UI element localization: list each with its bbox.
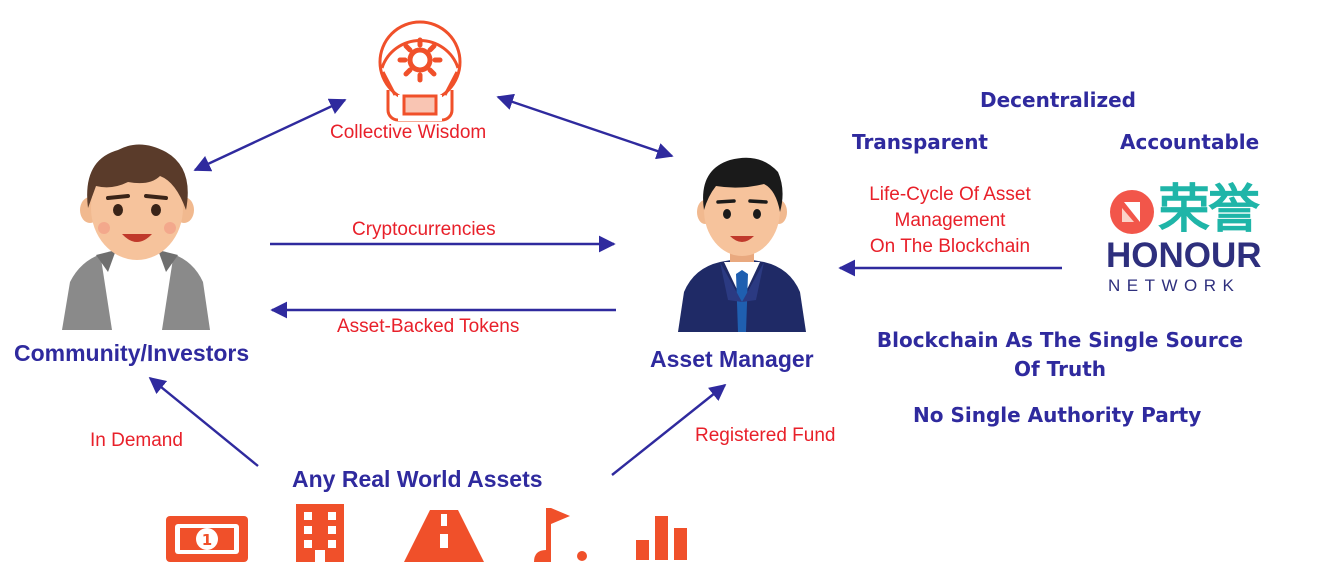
- community-investors-label: Community/Investors: [14, 340, 250, 366]
- decentralized-label: Decentralized: [980, 88, 1136, 112]
- no-single-authority-label: No Single Authority Party: [913, 403, 1202, 427]
- asset-backed-tokens-label: Asset-Backed Tokens: [337, 316, 520, 337]
- any-real-world-assets-label: Any Real World Assets: [292, 466, 543, 492]
- transparent-label: Transparent: [852, 130, 988, 154]
- honour-network-logo: 荣誉 HONOUR NETWORK: [1104, 180, 1274, 298]
- asset-manager-label: Asset Manager: [650, 346, 814, 372]
- banknote-icon: 1: [166, 516, 248, 562]
- road-icon: [404, 510, 484, 562]
- lifecycle-line-2: Management: [894, 210, 1006, 231]
- logo-sub: NETWORK: [1108, 276, 1241, 295]
- lifecycle-line-1: Life-Cycle Of Asset: [869, 184, 1031, 205]
- single-source-line-2: Of Truth: [1013, 357, 1106, 381]
- in-demand-label: In Demand: [90, 430, 183, 451]
- svg-text:1: 1: [202, 531, 212, 549]
- golf-icon: [534, 508, 587, 562]
- single-source-label: Blockchain As The Single Source Of Truth: [860, 326, 1260, 384]
- lifecycle-label: Life-Cycle Of Asset Management On The Bl…: [840, 182, 1060, 260]
- arrow-registered-fund: [611, 383, 727, 476]
- arrow-in-demand: [148, 376, 259, 467]
- cryptocurrencies-label: Cryptocurrencies: [352, 219, 496, 240]
- registered-fund-label: Registered Fund: [695, 425, 836, 446]
- accountable-label: Accountable: [1120, 130, 1260, 154]
- bar-chart-icon: [636, 516, 687, 560]
- lifecycle-line-3: On The Blockchain: [869, 236, 1031, 257]
- collective-wisdom-label: Collective Wisdom: [330, 122, 487, 143]
- logo-name: HONOUR: [1106, 236, 1262, 275]
- logo-cn-text: 荣誉: [1158, 180, 1260, 240]
- single-source-line-1: Blockchain As The Single Source: [876, 328, 1244, 352]
- building-icon: [296, 504, 344, 562]
- arrow-wisdom-manager: [496, 93, 674, 160]
- arrow-community-wisdom: [193, 98, 347, 172]
